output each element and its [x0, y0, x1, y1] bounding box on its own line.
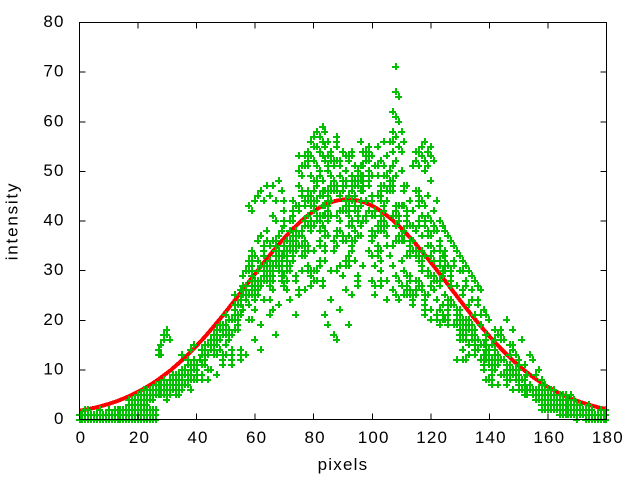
svg-text:140: 140 — [475, 428, 507, 447]
svg-text:20: 20 — [43, 310, 64, 329]
svg-text:0: 0 — [76, 428, 87, 447]
svg-text:30: 30 — [43, 260, 64, 279]
svg-text:120: 120 — [416, 428, 448, 447]
svg-text:0: 0 — [54, 409, 65, 428]
svg-text:80: 80 — [43, 12, 64, 31]
svg-text:50: 50 — [43, 161, 64, 180]
svg-text:70: 70 — [43, 62, 64, 81]
svg-text:160: 160 — [533, 428, 565, 447]
svg-text:intensity: intensity — [3, 182, 22, 261]
svg-text:100: 100 — [358, 428, 390, 447]
svg-text:40: 40 — [43, 211, 64, 230]
svg-text:20: 20 — [129, 428, 150, 447]
svg-text:pixels: pixels — [318, 455, 369, 474]
svg-text:60: 60 — [246, 428, 267, 447]
svg-text:80: 80 — [304, 428, 325, 447]
svg-text:180: 180 — [592, 428, 624, 447]
svg-text:40: 40 — [187, 428, 208, 447]
svg-text:10: 10 — [43, 359, 64, 378]
svg-text:60: 60 — [43, 111, 64, 130]
